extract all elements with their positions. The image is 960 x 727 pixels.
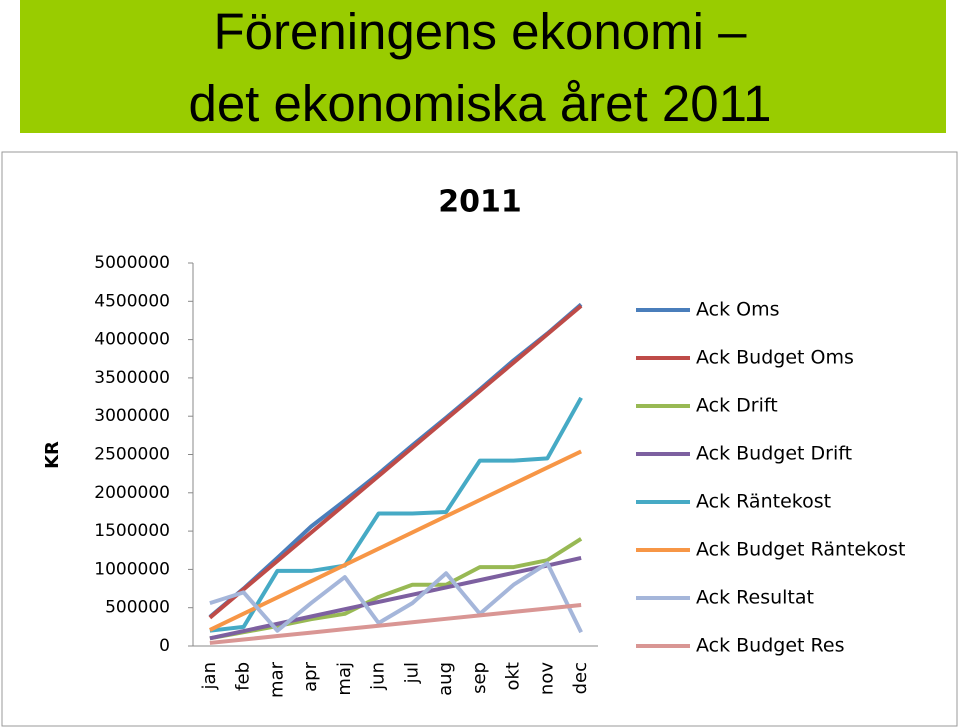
x-tick-label: dec bbox=[570, 662, 591, 694]
x-tick-label: sep bbox=[469, 662, 490, 694]
series-line bbox=[209, 561, 583, 634]
chart-frame bbox=[1, 151, 958, 727]
series-line bbox=[209, 603, 582, 645]
legend-label: Ack Drift bbox=[696, 395, 778, 417]
x-tick-label: jun bbox=[368, 662, 389, 691]
y-tick-label: 1000000 bbox=[94, 559, 170, 579]
x-tick-label: jul bbox=[401, 662, 422, 684]
legend-label: Ack Räntekost bbox=[696, 491, 831, 513]
title-band bbox=[20, 0, 946, 133]
x-tick-label: apr bbox=[300, 661, 321, 691]
y-tick-label: 4000000 bbox=[94, 330, 170, 350]
legend-label: Ack Resultat bbox=[696, 587, 814, 609]
y-tick-label: 4500000 bbox=[94, 291, 170, 311]
slide-title: Föreningens ekonomi – bbox=[213, 3, 747, 60]
x-tick-label: aug bbox=[435, 662, 456, 696]
y-tick-label: 2500000 bbox=[94, 445, 170, 465]
legend-label: Ack Budget Res bbox=[696, 635, 844, 657]
y-axis-label: KR bbox=[42, 441, 63, 469]
series-line bbox=[209, 449, 582, 632]
chart-title: 2011 bbox=[438, 185, 522, 220]
series-line bbox=[208, 304, 583, 620]
y-tick-label: 3500000 bbox=[94, 368, 170, 388]
y-tick-label: 500000 bbox=[105, 598, 170, 618]
legend-label: Ack Oms bbox=[696, 299, 780, 321]
slide-title: det ekonomiska året 2011 bbox=[188, 75, 772, 132]
x-tick-label: nov bbox=[536, 662, 557, 695]
y-tick-label: 3000000 bbox=[94, 406, 170, 426]
legend-label: Ack Budget Drift bbox=[696, 443, 852, 465]
y-tick-label: 2000000 bbox=[94, 483, 170, 503]
legend-label: Ack Budget Oms bbox=[696, 347, 854, 369]
y-tick-label: 0 bbox=[159, 636, 170, 656]
x-tick-label: jan bbox=[199, 662, 220, 690]
x-tick-label: okt bbox=[503, 662, 524, 691]
x-tick-label: mar bbox=[266, 661, 287, 698]
series-line bbox=[209, 396, 583, 633]
y-tick-label: 1500000 bbox=[94, 521, 170, 541]
x-tick-label: maj bbox=[334, 662, 355, 696]
y-tick-label: 5000000 bbox=[94, 253, 170, 273]
x-tick-label: feb bbox=[233, 662, 254, 691]
legend-label: Ack Budget Räntekost bbox=[696, 539, 905, 561]
